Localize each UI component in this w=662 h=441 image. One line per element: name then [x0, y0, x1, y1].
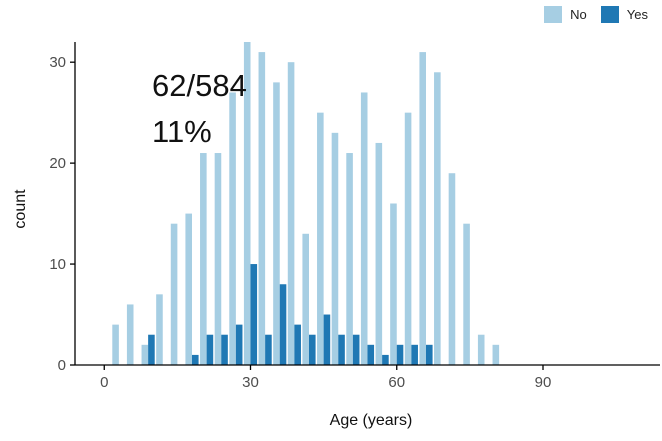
bar-yes-51	[352, 334, 360, 365]
bar-no-9	[141, 344, 149, 365]
legend-label-yes: Yes	[626, 7, 648, 22]
bar-no-54	[360, 92, 368, 365]
bar-no-39	[287, 62, 295, 365]
bar-no-72	[448, 173, 456, 365]
bar-no-18	[185, 213, 192, 365]
bar-yes-42	[309, 334, 316, 365]
bar-no-15	[170, 223, 178, 365]
bar-no-45	[317, 112, 324, 365]
legend-item-yes: Yes	[600, 6, 648, 23]
bar-yes-54	[367, 344, 375, 365]
bar-no-78	[477, 334, 485, 365]
bar-yes-45	[323, 314, 331, 365]
bar-no-60	[390, 203, 397, 365]
bar-no-3	[112, 324, 119, 366]
bar-no-21	[200, 153, 207, 365]
bar-no-75	[463, 223, 470, 365]
bar-no-36	[273, 82, 280, 366]
bar-no-63	[404, 112, 412, 365]
bars-group	[112, 42, 500, 366]
bar-no-66	[419, 52, 426, 366]
legend-swatch-no	[544, 6, 563, 23]
annotation-percent: 11%	[152, 114, 212, 149]
axes-group: 0 10 20 30 0 30 60 90	[49, 42, 660, 391]
bar-yes-9	[148, 334, 155, 365]
y-tick-label-0: 0	[58, 357, 66, 374]
bar-yes-39	[294, 324, 301, 366]
y-axis-title: count	[12, 189, 29, 229]
legend-swatch-yes	[600, 6, 619, 23]
legend-label-no: No	[570, 7, 587, 22]
bar-yes-57	[382, 354, 389, 365]
bar-yes-27	[235, 324, 243, 366]
legend-item-no: No	[544, 6, 587, 23]
bar-no-42	[302, 233, 309, 365]
bar-no-24	[214, 153, 222, 365]
bar-no-30	[243, 42, 251, 365]
bar-yes-18	[192, 354, 199, 365]
bar-yes-30	[250, 264, 258, 365]
x-axis-title: Age (years)	[329, 412, 413, 429]
legend: No Yes	[530, 6, 648, 23]
bar-yes-60	[396, 344, 404, 365]
bar-yes-24	[221, 334, 228, 365]
bar-no-27	[229, 92, 236, 365]
y-tick-label-10: 10	[49, 256, 66, 273]
x-tick-label-0: 0	[100, 374, 108, 391]
x-tick-label-60: 60	[388, 374, 405, 391]
x-tick-label-90: 90	[535, 374, 552, 391]
bar-no-51	[346, 153, 353, 365]
y-tick-label-20: 20	[49, 155, 66, 172]
bar-no-69	[434, 72, 441, 365]
bar-no-33	[258, 52, 266, 366]
bar-no-81	[492, 344, 500, 365]
bar-yes-21	[206, 334, 214, 365]
bar-yes-48	[338, 334, 345, 365]
bar-no-48	[331, 132, 339, 365]
bar-yes-33	[265, 334, 272, 365]
bar-no-57	[375, 142, 383, 365]
x-tick-label-30: 30	[242, 374, 259, 391]
bar-yes-66	[426, 344, 433, 365]
y-tick-label-30: 30	[49, 54, 66, 71]
bar-yes-36	[279, 284, 287, 365]
bar-yes-63	[411, 344, 418, 365]
bar-no-12	[156, 294, 163, 365]
annotation-ratio: 62/584	[152, 68, 247, 103]
bar-no-6	[126, 304, 134, 365]
